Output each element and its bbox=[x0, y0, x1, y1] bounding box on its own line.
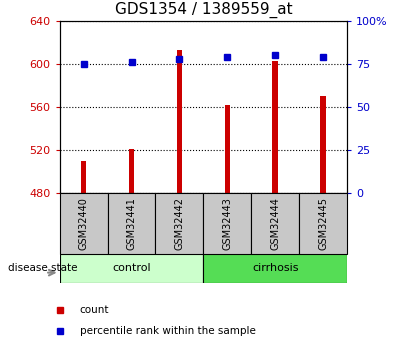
Bar bbox=[60, 254, 203, 283]
Bar bbox=[252, 193, 299, 254]
Text: GSM32442: GSM32442 bbox=[175, 197, 185, 250]
Bar bbox=[129, 149, 134, 193]
Text: cirrhosis: cirrhosis bbox=[252, 263, 299, 273]
Text: GSM32441: GSM32441 bbox=[127, 197, 136, 250]
Text: control: control bbox=[112, 263, 151, 273]
Bar bbox=[203, 254, 347, 283]
Text: disease state: disease state bbox=[8, 264, 78, 273]
Text: percentile rank within the sample: percentile rank within the sample bbox=[79, 326, 255, 336]
Text: GSM32443: GSM32443 bbox=[222, 197, 232, 250]
Bar bbox=[81, 161, 86, 193]
Bar bbox=[321, 96, 326, 193]
Text: GSM32445: GSM32445 bbox=[319, 197, 328, 250]
Bar bbox=[108, 193, 155, 254]
Title: GDS1354 / 1389559_at: GDS1354 / 1389559_at bbox=[115, 2, 292, 18]
Text: count: count bbox=[79, 305, 109, 315]
Bar bbox=[299, 193, 347, 254]
Bar bbox=[60, 193, 108, 254]
Bar bbox=[155, 193, 203, 254]
Text: GSM32440: GSM32440 bbox=[79, 197, 88, 250]
Text: GSM32444: GSM32444 bbox=[270, 197, 280, 250]
Bar bbox=[203, 193, 252, 254]
Bar bbox=[272, 61, 278, 193]
Bar bbox=[177, 50, 182, 193]
Bar bbox=[224, 105, 230, 193]
